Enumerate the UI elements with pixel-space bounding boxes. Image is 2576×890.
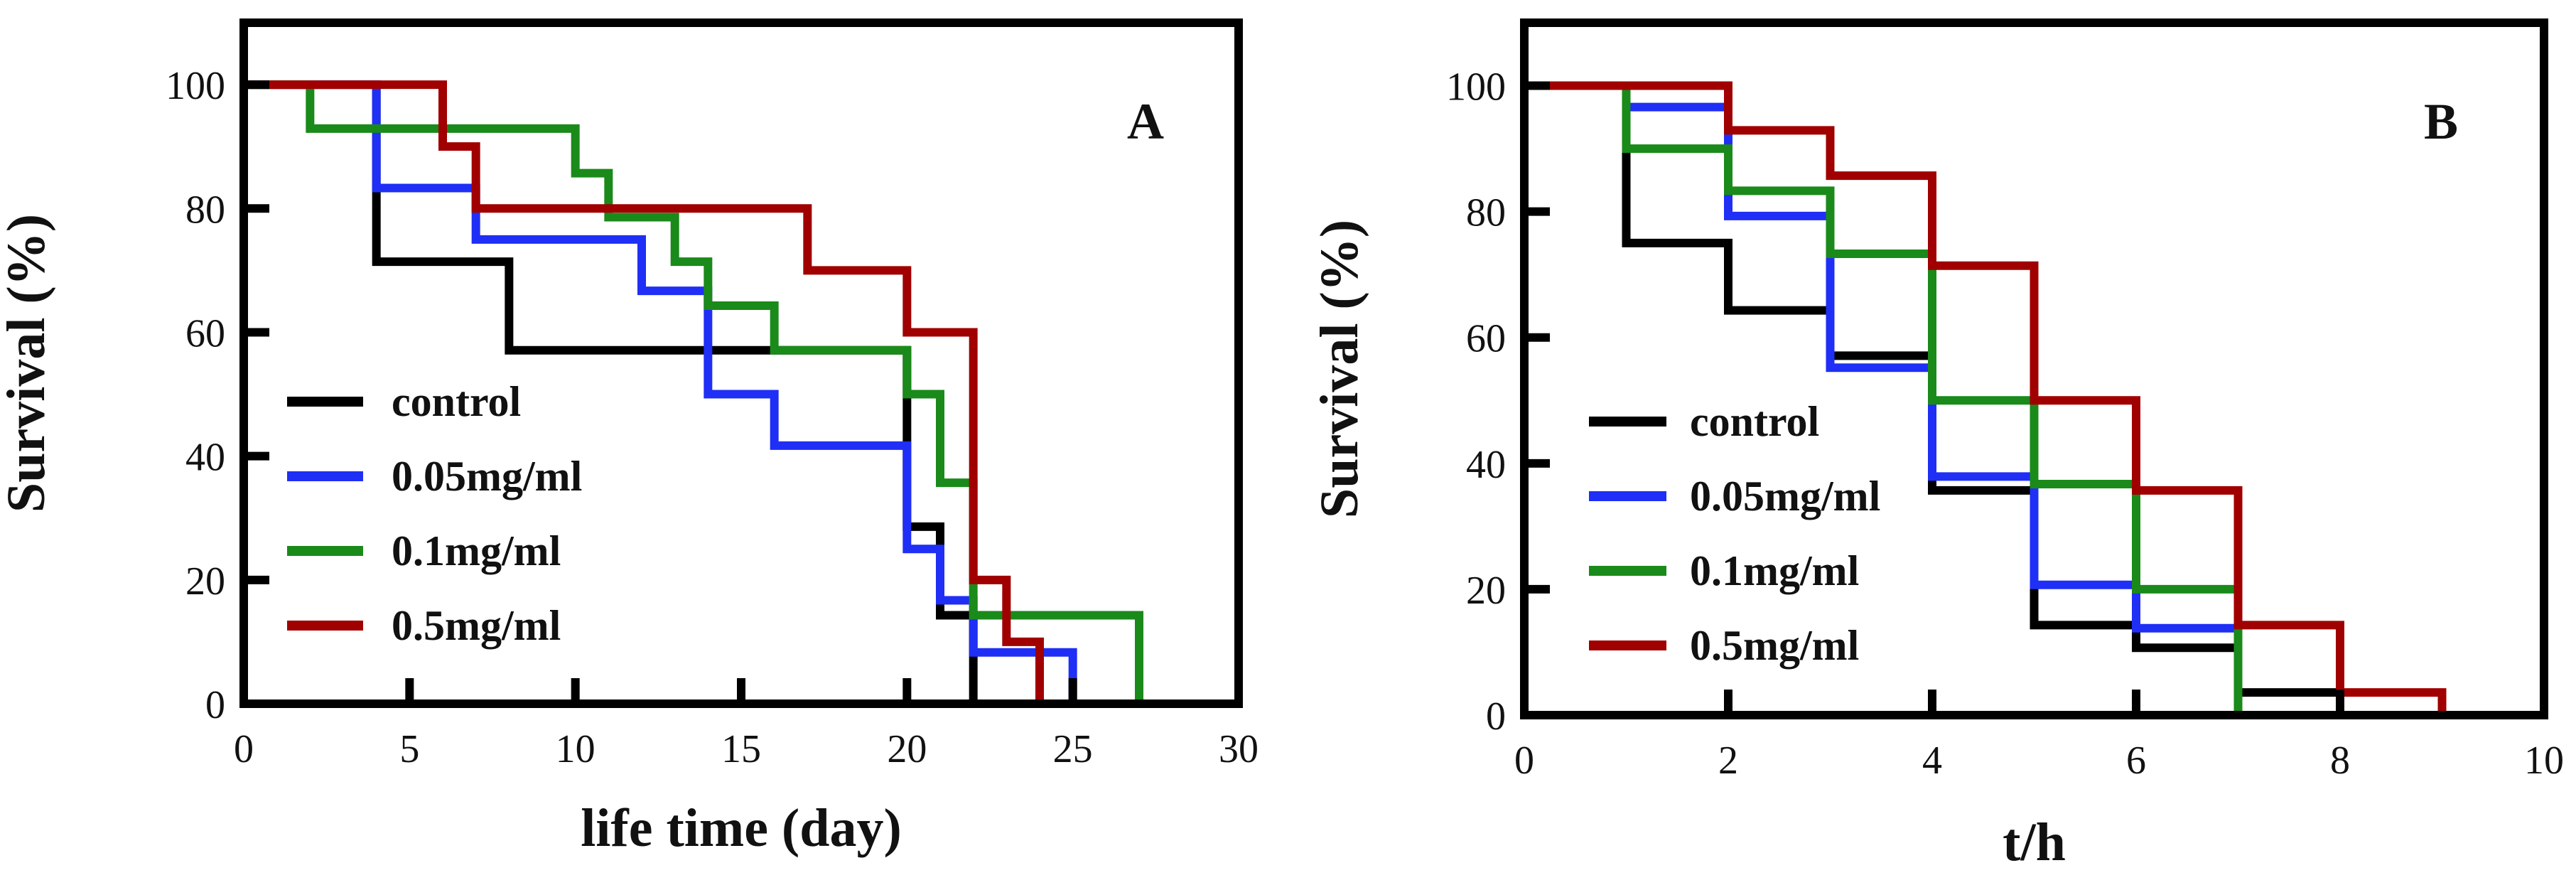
panel-a-x-tick-label: 15 — [721, 727, 761, 771]
panel-b-legend-label-1: 0.05mg/ml — [1690, 473, 1880, 520]
panel-b-plot-frame — [1520, 18, 2548, 719]
panel-a-y-axis-title: Survival (%) — [0, 214, 56, 513]
panel-a-y-tick-label: 100 — [166, 64, 225, 108]
panel-b-legend-label-2: 0.1mg/ml — [1690, 547, 1859, 594]
panel-a-x-tick-label: 5 — [399, 727, 419, 771]
panel-b-x-tick-label: 6 — [2126, 739, 2146, 783]
panel-a-label: A — [1127, 93, 1164, 150]
panel-a-legend-label-3: 0.5mg/ml — [392, 602, 561, 649]
panel-b-x-tick-label: 2 — [1718, 739, 1738, 783]
panel-b-series-line-3 — [1524, 81, 2447, 715]
panel-b-y-tick-label: 0 — [1486, 695, 1506, 739]
panel-a-series-line-1 — [244, 80, 1077, 704]
panel-b-x-tick-label: 0 — [1514, 739, 1534, 783]
panel-a-legend-label-1: 0.05mg/ml — [392, 453, 582, 500]
panel-a-x-tick-label: 20 — [887, 727, 927, 771]
panel-a-y-tick-label: 40 — [185, 436, 225, 480]
panel-a-y-tick-label: 80 — [185, 188, 225, 232]
panel-b-y-tick-label: 60 — [1466, 317, 1506, 361]
panel-b-y-tick-label: 80 — [1466, 191, 1506, 235]
panel-a-x-axis-title: life time (day) — [581, 798, 902, 858]
panel-a-y-tick-label: 60 — [185, 311, 225, 355]
panel-b-y-tick-label: 20 — [1466, 569, 1506, 613]
panel-a-series-line-2 — [244, 80, 1143, 704]
panel-b-y-tick-label: 40 — [1466, 443, 1506, 487]
panel-b-x-tick-label: 4 — [1922, 739, 1942, 783]
panel-a-legend-label-2: 0.1mg/ml — [392, 527, 561, 574]
panel-a-y-tick-label: 20 — [185, 559, 225, 604]
chart-panel-a: 0 5 10 15 20 25 30 0 20 40 60 80 100 life time (day) S… — [0, 18, 1259, 858]
panel-a-x-tick-label: 0 — [234, 727, 254, 771]
panel-b-x-axis-title: t/h — [2003, 813, 2066, 872]
panel-b-legend: control 0.05mg/ml 0.1mg/ml 0.5mg/ml — [1589, 398, 1880, 669]
panel-a-x-tick-label: 10 — [556, 727, 596, 771]
panel-a-x-tick-label: 30 — [1219, 727, 1259, 771]
panel-b-x-tick-label: 8 — [2330, 739, 2350, 783]
panel-b-legend-label-0: control — [1690, 398, 1819, 445]
panel-a-legend-label-0: control — [392, 378, 521, 425]
panel-a-series-line-3 — [244, 80, 1044, 704]
panel-b-y-axis-title: Survival (%) — [1310, 220, 1369, 518]
panel-b-label: B — [2424, 93, 2458, 150]
panel-b-y-tick-label: 100 — [1446, 65, 1506, 109]
panel-a-x-tick-label: 25 — [1053, 727, 1093, 771]
panel-b-legend-label-3: 0.5mg/ml — [1690, 622, 1859, 669]
panel-b-x-tick-label: 10 — [2524, 739, 2564, 783]
panel-a-legend: control 0.05mg/ml 0.1mg/ml 0.5mg/ml — [287, 378, 582, 649]
panel-a-y-tick-label: 0 — [205, 683, 225, 727]
